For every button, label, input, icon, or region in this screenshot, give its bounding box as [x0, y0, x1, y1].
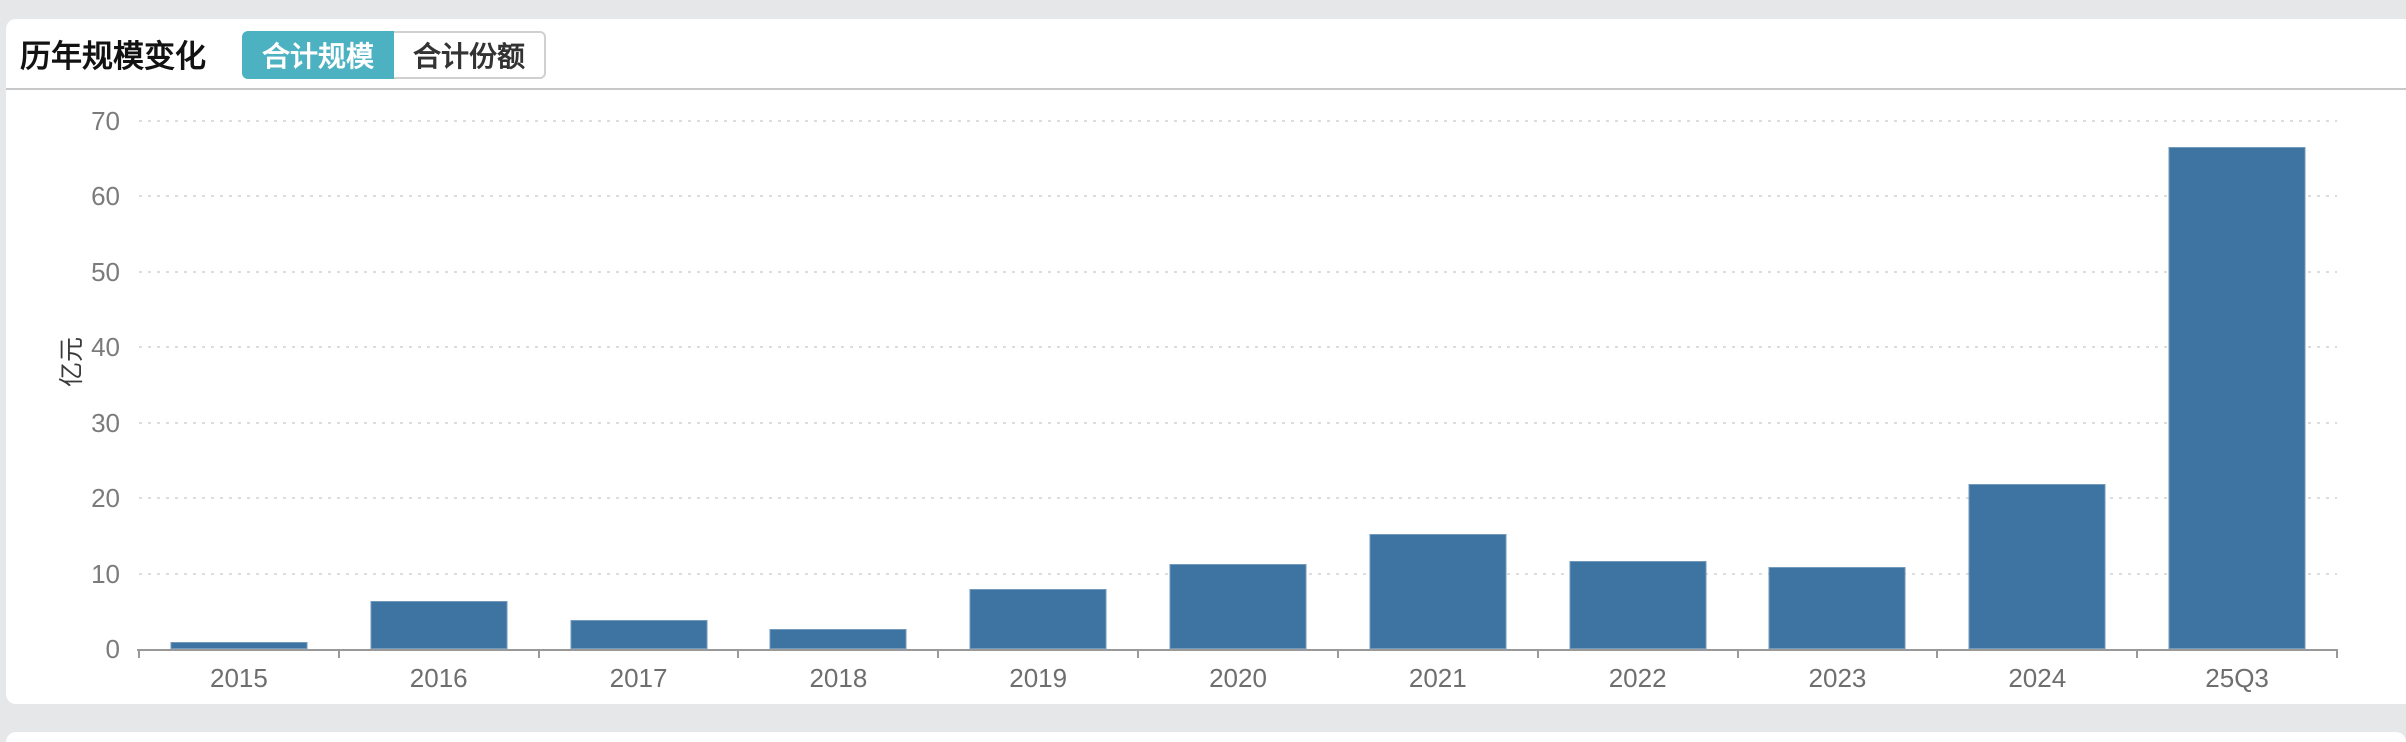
x-axis-tick — [737, 649, 740, 658]
x-axis-tick — [1736, 649, 1739, 658]
next-card-top-edge — [6, 732, 2406, 742]
x-axis-tick — [1936, 649, 1939, 658]
x-axis-label-25Q3: 25Q3 — [2205, 663, 2269, 693]
gridline-y-30 — [139, 421, 2337, 424]
x-axis-tick — [537, 649, 540, 658]
x-axis-label-2016: 2016 — [409, 663, 468, 693]
x-axis-tick — [2136, 649, 2139, 658]
bar-2020[interactable] — [1169, 563, 1307, 649]
bar-2018[interactable] — [769, 629, 907, 649]
y-axis-tick-label: 70 — [91, 106, 120, 136]
x-axis-label-2017: 2017 — [609, 663, 668, 693]
x-axis-tick — [937, 649, 940, 658]
card-header: 历年规模变化 合计规模 合计份额 — [6, 19, 2406, 90]
plot-area: 0 10 20 30 40 50 60 70 2015 2016 2017 2018 2019 2020 2… — [91, 106, 2338, 693]
x-axis-tick — [1536, 649, 1539, 658]
x-axis-label-2015: 2015 — [209, 663, 268, 693]
y-axis-tick-label: 0 — [105, 634, 120, 664]
gridline-y-50 — [139, 270, 2337, 273]
bar-chart: 亿元 0 10 20 30 40 50 60 70 2015 2016 2017 2018 2019 20… — [6, 90, 2406, 704]
x-axis-tick — [1137, 649, 1140, 658]
y-axis-tick-label: 10 — [91, 558, 120, 589]
tab-group: 合计规模 合计份额 — [242, 30, 547, 79]
x-axis-label-2024: 2024 — [2008, 663, 2067, 693]
y-axis-title: 亿元 — [58, 337, 86, 388]
gridline-y-60 — [139, 195, 2337, 198]
x-axis-label-2018: 2018 — [809, 663, 868, 693]
x-axis-label-2022: 2022 — [1608, 663, 1667, 693]
gridline-y-40 — [139, 346, 2337, 349]
gridline-y-20 — [139, 497, 2337, 500]
y-axis-tick-label: 30 — [91, 407, 120, 438]
bar-2024[interactable] — [1968, 483, 2106, 649]
x-axis-label-2019: 2019 — [1009, 663, 1068, 693]
bar-2021[interactable] — [1369, 534, 1507, 649]
page-title: 历年规模变化 — [20, 39, 206, 74]
x-axis-label-2021: 2021 — [1408, 663, 1467, 693]
gridline-y-70 — [139, 120, 2337, 122]
bar-2015[interactable] — [170, 642, 308, 649]
y-axis-tick-label: 60 — [91, 181, 120, 212]
chart-card: 历年规模变化 合计规模 合计份额 亿元 0 10 20 30 40 50 60 70 2015 2… — [6, 19, 2406, 704]
y-axis-tick-label: 50 — [91, 256, 120, 287]
tab-total-scale[interactable]: 合计规模 — [242, 30, 395, 79]
y-axis-tick-label: 40 — [91, 332, 120, 363]
bar-2017[interactable] — [570, 620, 708, 649]
bar-2022[interactable] — [1569, 560, 1707, 649]
y-axis-tick-label: 20 — [91, 483, 120, 514]
bar-2016[interactable] — [370, 601, 508, 649]
bar-2019[interactable] — [969, 589, 1107, 649]
bar-25Q3[interactable] — [2168, 146, 2306, 649]
x-axis-label-2023: 2023 — [1808, 663, 1867, 693]
x-axis-tick — [2336, 649, 2338, 658]
x-axis-tick — [337, 649, 340, 658]
bar-2023[interactable] — [1768, 566, 1906, 649]
x-axis-label-2020: 2020 — [1209, 663, 1267, 693]
x-axis-line — [137, 649, 2338, 651]
tab-total-share[interactable]: 合计份额 — [394, 30, 547, 79]
x-axis-tick — [138, 649, 140, 658]
x-axis-tick — [1336, 649, 1339, 658]
